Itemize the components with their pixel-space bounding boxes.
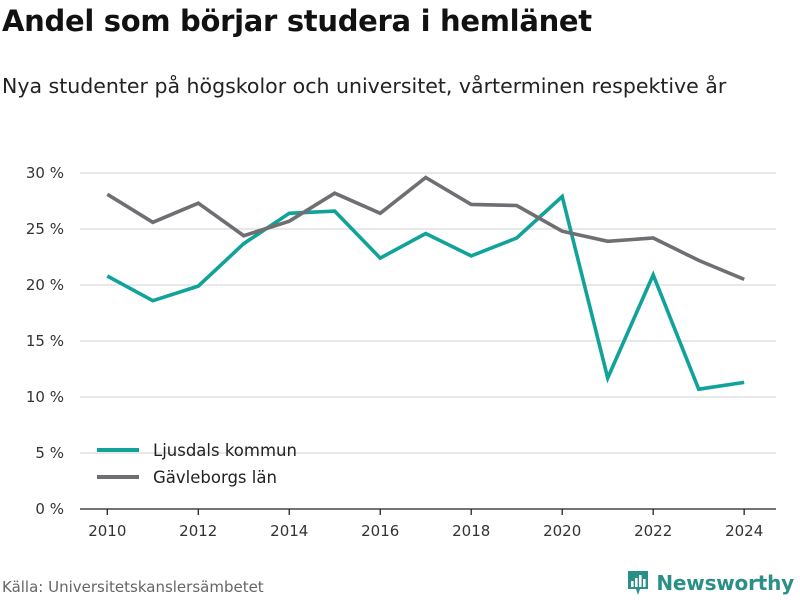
source-note: Källa: Universitetskanslersämbetet: [2, 578, 264, 596]
series-line-ljusdal: [106, 193, 745, 392]
x-tick-label: 2024: [725, 522, 763, 540]
y-tick-label: 25 %: [26, 220, 64, 238]
x-tick-label: 2012: [179, 522, 217, 540]
x-tick-label: 2018: [452, 522, 490, 540]
brand-logo: Newsworthy: [626, 568, 794, 598]
x-tick-label: 2016: [361, 522, 399, 540]
x-tick-label: 2020: [543, 522, 581, 540]
y-tick-label: 15 %: [26, 332, 64, 350]
legend-label: Ljusdals kommun: [153, 441, 297, 460]
gridlines: [80, 172, 776, 454]
bar-chart-logo-icon: [628, 571, 649, 595]
y-axis: 0 % 5 % 10 % 15 % 20 % 25 % 30 %: [26, 164, 64, 518]
x-axis: 2010 2012 2014 2016 2018 2020 2022 2024: [80, 508, 776, 540]
chart-subtitle: Nya studenter på högskolor och universit…: [2, 74, 727, 98]
y-tick-label: 10 %: [26, 388, 64, 406]
y-tick-label: 0 %: [35, 500, 64, 518]
x-tick-label: 2022: [634, 522, 672, 540]
y-tick-label: 5 %: [35, 444, 64, 462]
chart-title: Andel som börjar studera i hemlänet: [2, 4, 592, 38]
legend: Ljusdals kommun Gävleborgs län: [97, 441, 297, 487]
brand-name: Newsworthy: [656, 571, 794, 595]
series-line-gavleborg: [106, 175, 745, 282]
y-tick-label: 20 %: [26, 276, 64, 294]
x-tick-label: 2014: [270, 522, 308, 540]
x-tick-label: 2010: [88, 522, 126, 540]
y-tick-label: 30 %: [26, 164, 64, 182]
legend-label: Gävleborgs län: [153, 468, 277, 487]
series-lines: [106, 175, 745, 392]
